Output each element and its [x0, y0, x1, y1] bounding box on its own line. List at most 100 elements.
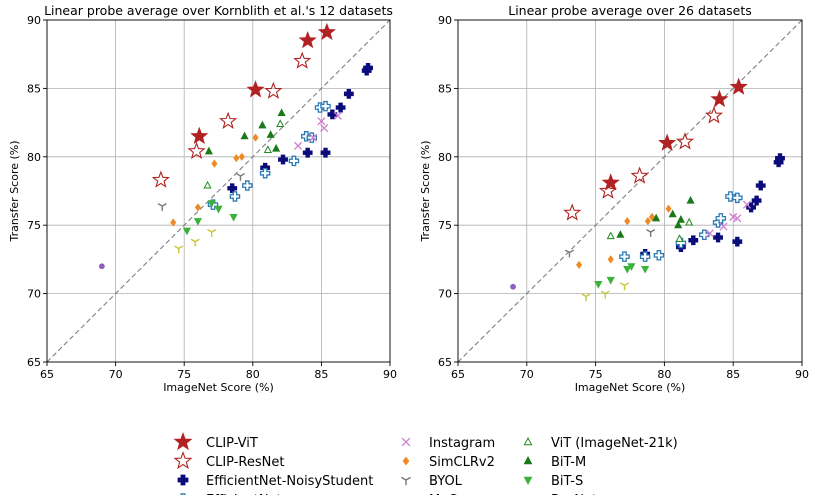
point-efficientnet-noisystudent: [278, 154, 288, 165]
y-tick-label: 90: [438, 14, 452, 27]
point-efficientnet: [699, 229, 710, 241]
point-bit-m: [204, 146, 213, 155]
legend-item-moco: MoCo: [429, 493, 465, 495]
point-efficientnet-noisystudent: [335, 102, 346, 113]
legend-marker-bit-m: [523, 455, 533, 465]
x-tick-label: 85: [314, 368, 328, 381]
point-efficientnet-noisystudent: [713, 232, 723, 243]
point-efficientnet: [242, 180, 253, 191]
point-simclrv2: [211, 159, 218, 168]
point-simclrv2: [576, 260, 583, 269]
point-simclrv2: [170, 218, 177, 227]
x-tick-label: 70: [109, 368, 123, 381]
point-clip-resnet: [675, 132, 695, 150]
legend-item-byol: BYOL: [401, 474, 463, 489]
legend-marker-instagram: [401, 437, 411, 447]
point-efficientnet-noisystudent: [688, 235, 699, 246]
point-efficientnet: [288, 155, 300, 167]
diagonal-line: [457, 19, 803, 363]
point-clip-vit: [601, 173, 620, 191]
point-clip-resnet: [598, 181, 618, 199]
chart-panel-right: 65 70 75 80 85 90 65 70 75 80 85 90 Linear probe ave…: [419, 3, 809, 394]
point-efficientnet-noisystudent: [363, 62, 373, 73]
point-bit-s: [594, 281, 603, 289]
legend-label: CLIP-ResNet: [206, 455, 284, 470]
x-tick-label: 80: [246, 368, 260, 381]
point-instagram: [309, 133, 318, 142]
point-bit-m: [674, 220, 683, 229]
point-moco: [174, 245, 184, 254]
point-moco: [619, 282, 630, 291]
legend-label: BYOL: [429, 474, 463, 489]
point-clip-vit: [298, 30, 317, 49]
plot-frame: [457, 19, 803, 363]
point-instagram: [742, 200, 752, 209]
point-efficientnet: [639, 251, 651, 262]
point-bit-s: [214, 205, 223, 214]
point-byol: [646, 229, 656, 237]
legend-marker-vit-imagenet-21k: [523, 436, 533, 446]
point-efficientnet-noisystudent: [320, 147, 331, 158]
point-moco: [581, 293, 591, 302]
legend-item-clip-vit: CLIP-ViT: [173, 432, 258, 451]
point-moco: [600, 290, 610, 299]
point-efficientnet-noisystudent: [732, 236, 743, 247]
y-tick-label: 70: [27, 288, 41, 301]
point-clip-resnet: [704, 106, 724, 124]
x-tick-label: 70: [520, 368, 534, 381]
point-efficientnet: [619, 251, 630, 262]
diagonal-line: [46, 19, 391, 363]
point-instagram: [705, 229, 714, 238]
point-bit-m: [652, 213, 661, 222]
point-bit-m: [266, 130, 275, 138]
x-axis-label: ImageNet Score (%): [575, 381, 686, 394]
point-efficientnet: [259, 167, 271, 179]
point-simclrv2: [607, 255, 614, 264]
point-bit-s: [623, 265, 632, 274]
legend-item-resnet: ResNet: [551, 493, 597, 495]
point-efficientnet: [725, 191, 736, 202]
legend-marker-clip-resnet: [173, 451, 193, 470]
point-moco: [190, 238, 200, 247]
point-clip-resnet: [187, 141, 206, 160]
y-tick-label: 75: [27, 219, 41, 232]
point-instagram: [294, 141, 303, 150]
point-bit-m: [277, 108, 286, 117]
point-clip-vit: [658, 133, 677, 151]
y-tick-label: 85: [438, 82, 452, 95]
legend: CLIP-ViT CLIP-ResNet EfficientNet-NoisyStu…: [173, 432, 678, 495]
point-clip-resnet: [264, 81, 283, 99]
point-efficientnet-noisystudent: [302, 147, 313, 158]
x-tick-label: 80: [657, 368, 671, 381]
point-vit-imagenet-21k: [276, 119, 285, 127]
legend-marker-simclrv2: [402, 456, 410, 466]
x-tick-label: 75: [589, 368, 603, 381]
point-simclrv2: [644, 216, 651, 226]
point-simclrv2: [238, 152, 245, 161]
point-bit-m: [272, 143, 281, 152]
legend-marker-bit-s: [523, 476, 533, 486]
point-clip-vit: [710, 89, 729, 108]
y-tick-label: 75: [438, 219, 452, 232]
legend-item-efficientnet-noisystudent: EfficientNet-NoisyStudent: [177, 474, 373, 489]
legend-label: SimCLRv2: [429, 455, 495, 470]
point-clip-resnet: [293, 51, 312, 69]
legend-item-bit-s: BiT-S: [523, 474, 583, 489]
point-clip-vit: [190, 126, 209, 145]
point-efficientnet-noisystudent: [343, 88, 354, 99]
point-bit-m: [686, 195, 695, 204]
legend-label: EfficientNet: [206, 493, 282, 495]
point-vit-imagenet-21k: [263, 145, 272, 153]
point-bit-m: [240, 131, 249, 140]
point-efficientnet: [653, 250, 665, 261]
y-axis-label: Transfer Score (%): [419, 140, 432, 242]
point-resnet: [98, 263, 105, 270]
y-tick-label: 70: [438, 288, 452, 301]
point-bit-m: [258, 120, 267, 129]
point-byol: [157, 203, 167, 211]
point-bit-m: [668, 209, 677, 218]
y-tick-label: 80: [438, 151, 452, 164]
x-tick-label: 65: [40, 368, 54, 381]
point-instagram: [719, 222, 728, 231]
point-simclrv2: [233, 154, 240, 163]
